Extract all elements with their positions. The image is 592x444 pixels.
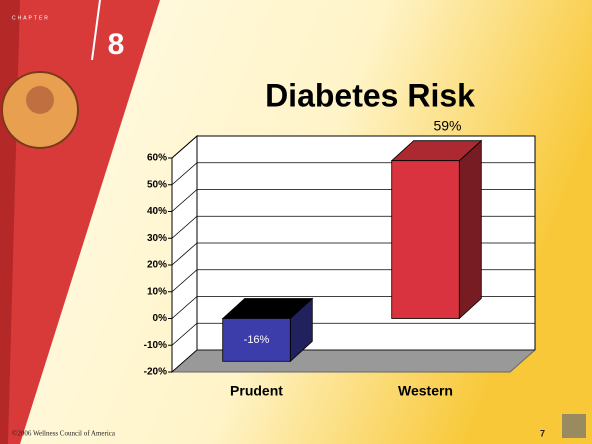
grid-line xyxy=(171,349,535,373)
value-label: -16% xyxy=(244,334,270,346)
logo-icon xyxy=(562,414,586,438)
y-tick-label: 40% xyxy=(147,206,167,217)
grid-line xyxy=(171,322,535,346)
chart-title: Diabetes Risk xyxy=(265,77,475,113)
divider xyxy=(91,0,101,61)
y-tick-label: 60% xyxy=(147,153,167,164)
bar-side xyxy=(458,139,482,320)
chapter-label: CHAPTER xyxy=(12,15,50,21)
chapter-number: 8 xyxy=(108,28,125,61)
grid-line xyxy=(171,135,535,159)
y-tick-label: 10% xyxy=(147,286,167,297)
bar xyxy=(391,160,460,319)
x-tick-label: Western xyxy=(398,383,453,399)
y-tick-label: -10% xyxy=(144,340,167,351)
y-tick-label: 0% xyxy=(153,313,168,324)
portrait-face xyxy=(26,86,54,114)
y-tick-label: 30% xyxy=(147,233,167,244)
page-number: 7 xyxy=(540,428,545,438)
footer: ©2006 Wellness Council of America xyxy=(12,430,116,438)
y-tick-label: 20% xyxy=(147,260,167,271)
value-label: 59% xyxy=(433,117,461,133)
chart: -20% -10% 0% 10% 20% 30% 40% 50% 60% Prudent -16% W… xyxy=(144,117,537,399)
x-tick-label: Prudent xyxy=(230,383,283,399)
y-tick-label: 50% xyxy=(147,179,167,190)
bar xyxy=(222,318,291,362)
y-tick-label: -20% xyxy=(144,367,167,378)
